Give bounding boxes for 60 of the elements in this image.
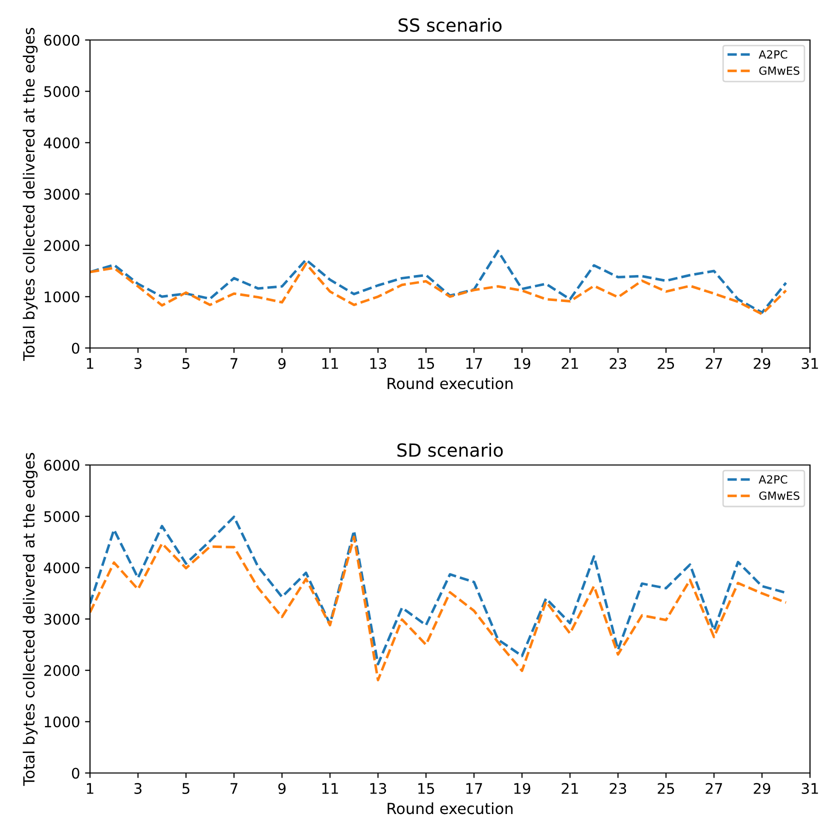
- x-tick-label: 9: [278, 782, 286, 794]
- y-tick-label: 2000: [44, 240, 80, 252]
- x-tick-label: 7: [230, 783, 238, 794]
- y-tick-label: 5000: [44, 86, 80, 98]
- x-tick-label: 5: [182, 783, 190, 794]
- x-tick-label: 29: [754, 358, 770, 370]
- x-tick-label: 1: [86, 358, 94, 369]
- y-tick-label: 1000: [44, 291, 80, 302]
- x-tick-label: 29: [754, 782, 770, 794]
- y-tick-label: 2000: [44, 665, 80, 676]
- y-axis-title: Total bytes collected delivered at the edges: [22, 28, 38, 361]
- line-series: [90, 250, 788, 314]
- y-tick-label: 6000: [44, 34, 80, 46]
- chart-title: SD scenario: [397, 442, 503, 457]
- legend-label: GMwES: [759, 66, 800, 75]
- x-tick-label: 25: [658, 358, 674, 370]
- x-tick-label: 13: [370, 358, 386, 370]
- x-tick-label: 17: [466, 358, 482, 369]
- y-axis-title: Total bytes collected delivered at the edges: [22, 452, 38, 786]
- legend-label: A2PC: [758, 50, 788, 59]
- x-tick-label: 9: [278, 358, 286, 370]
- y-tick-label: 6000: [44, 460, 80, 471]
- line-series: [90, 516, 788, 666]
- x-tick-label: 7: [230, 358, 238, 369]
- x-tick-label: 17: [466, 783, 482, 794]
- x-tick-label: 27: [706, 782, 722, 794]
- x-tick-label: 5: [182, 358, 190, 370]
- x-tick-label: 25: [658, 782, 674, 794]
- x-tick-label: 15: [418, 783, 434, 794]
- x-tick-label: 27: [706, 358, 722, 369]
- x-tick-label: 23: [610, 782, 626, 794]
- line-series: [90, 262, 788, 316]
- legend-label: GMwES: [759, 492, 800, 500]
- y-tick-label: 5000: [44, 511, 80, 522]
- y-tick-label: 0: [72, 342, 80, 354]
- x-tick-label: 1: [86, 783, 94, 794]
- x-tick-label: 31: [802, 358, 818, 370]
- chart-title: SS scenario: [398, 18, 502, 32]
- legend-label: A2PC: [758, 475, 788, 484]
- x-tick-label: 21: [562, 782, 578, 794]
- x-tick-label: 13: [370, 782, 386, 794]
- x-tick-label: 31: [802, 782, 818, 794]
- x-axis-title: Round execution: [388, 802, 513, 814]
- x-tick-label: 3: [134, 358, 142, 370]
- x-axis-title: Round execution: [388, 377, 513, 390]
- y-tick-label: 1000: [44, 716, 80, 728]
- y-tick-label: 4000: [44, 137, 80, 148]
- y-tick-label: 3000: [44, 614, 80, 625]
- line-series: [90, 536, 788, 682]
- x-tick-label: 11: [322, 358, 338, 369]
- x-tick-label: 19: [514, 782, 530, 794]
- y-tick-label: 4000: [44, 562, 80, 574]
- y-tick-label: 3000: [44, 188, 80, 200]
- x-tick-label: 19: [514, 358, 530, 370]
- x-tick-label: 21: [562, 358, 578, 369]
- x-tick-label: 11: [322, 783, 338, 794]
- x-tick-label: 15: [418, 358, 434, 370]
- y-tick-label: 0: [72, 768, 80, 779]
- x-tick-label: 23: [610, 358, 626, 370]
- x-tick-label: 3: [134, 782, 142, 794]
